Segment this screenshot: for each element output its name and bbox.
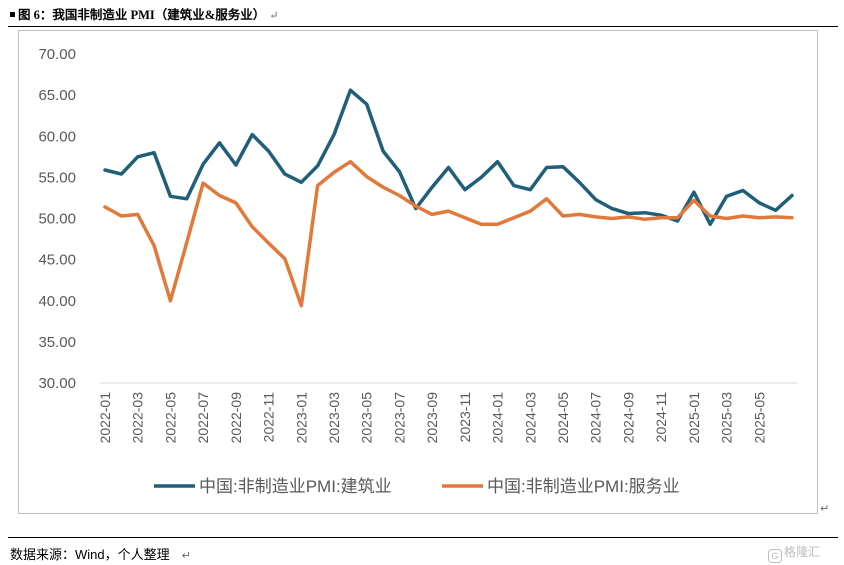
footer-divider	[8, 537, 838, 538]
x-tick-label: 2025-03	[719, 392, 735, 444]
x-tick-label: 2022-03	[130, 392, 146, 444]
title-bullet	[10, 12, 15, 17]
x-tick-label: 2025-05	[751, 392, 767, 444]
figure-title: 图 6：我国非制造业 PMI（建筑业&服务业） ↵	[10, 6, 278, 24]
x-tick-label: 2022-09	[228, 392, 244, 444]
source-note: 数据来源：Wind，个人整理 ↵	[10, 544, 191, 563]
legend-label-services: 中国:非制造业PMI:服务业	[487, 477, 680, 496]
paragraph-mark-icon: ↵	[181, 550, 191, 562]
x-tick-label: 2024-07	[588, 392, 604, 444]
y-tick-label: 60.00	[38, 128, 76, 145]
x-tick-label: 2023-05	[359, 392, 375, 444]
x-tick-label: 2024-09	[620, 392, 636, 444]
legend-label-construction: 中国:非制造业PMI:建筑业	[199, 477, 392, 496]
y-tick-label: 30.00	[38, 375, 76, 392]
paragraph-mark-icon: ↵	[820, 503, 830, 515]
x-tick-label: 2023-01	[293, 392, 309, 444]
figure-title-text: 图 6：我国非制造业 PMI（建筑业&服务业）	[18, 8, 266, 22]
title-divider	[8, 26, 838, 27]
watermark-text: 格隆汇	[784, 545, 821, 559]
x-tick-label: 2023-07	[391, 392, 407, 444]
x-tick-label: 2025-01	[686, 392, 702, 444]
y-tick-label: 55.00	[38, 169, 76, 186]
pmi-line-chart: 30.00 35.00 40.00 45.00 50.00 55.00 60.00 65.00…	[38, 46, 797, 496]
paragraph-mark-icon: ↵	[269, 10, 279, 22]
x-tick-label: 2022-05	[162, 392, 178, 444]
x-tick-label: 2023-03	[326, 392, 342, 444]
x-tick-label: 2022-11	[261, 392, 277, 443]
y-tick-label: 65.00	[38, 87, 76, 104]
x-tick-label: 2022-07	[195, 392, 211, 444]
x-tick-label: 2023-11	[457, 392, 473, 443]
y-tick-label: 50.00	[38, 211, 76, 228]
source-note-text: 数据来源：Wind，个人整理	[10, 547, 170, 562]
x-tick-label: 2022-01	[97, 392, 113, 444]
x-tick-label: 2024-03	[522, 392, 538, 444]
x-tick-label: 2024-01	[490, 392, 506, 444]
series-line-construction	[103, 88, 794, 227]
chart-frame: 30.00 35.00 40.00 45.00 50.00 55.00 60.00 65.00…	[18, 30, 818, 514]
watermark-logo-icon: G	[768, 549, 782, 563]
y-tick-label: 35.00	[38, 334, 76, 351]
series-line-services	[103, 159, 794, 308]
y-tick-label: 70.00	[38, 46, 76, 63]
y-tick-label: 40.00	[38, 293, 76, 310]
x-tick-label: 2024-05	[555, 392, 571, 444]
watermark: G 格隆汇	[768, 543, 820, 563]
x-tick-label: 2024-11	[653, 392, 669, 443]
x-tick-label: 2023-09	[424, 392, 440, 444]
y-tick-label: 45.00	[38, 252, 76, 269]
